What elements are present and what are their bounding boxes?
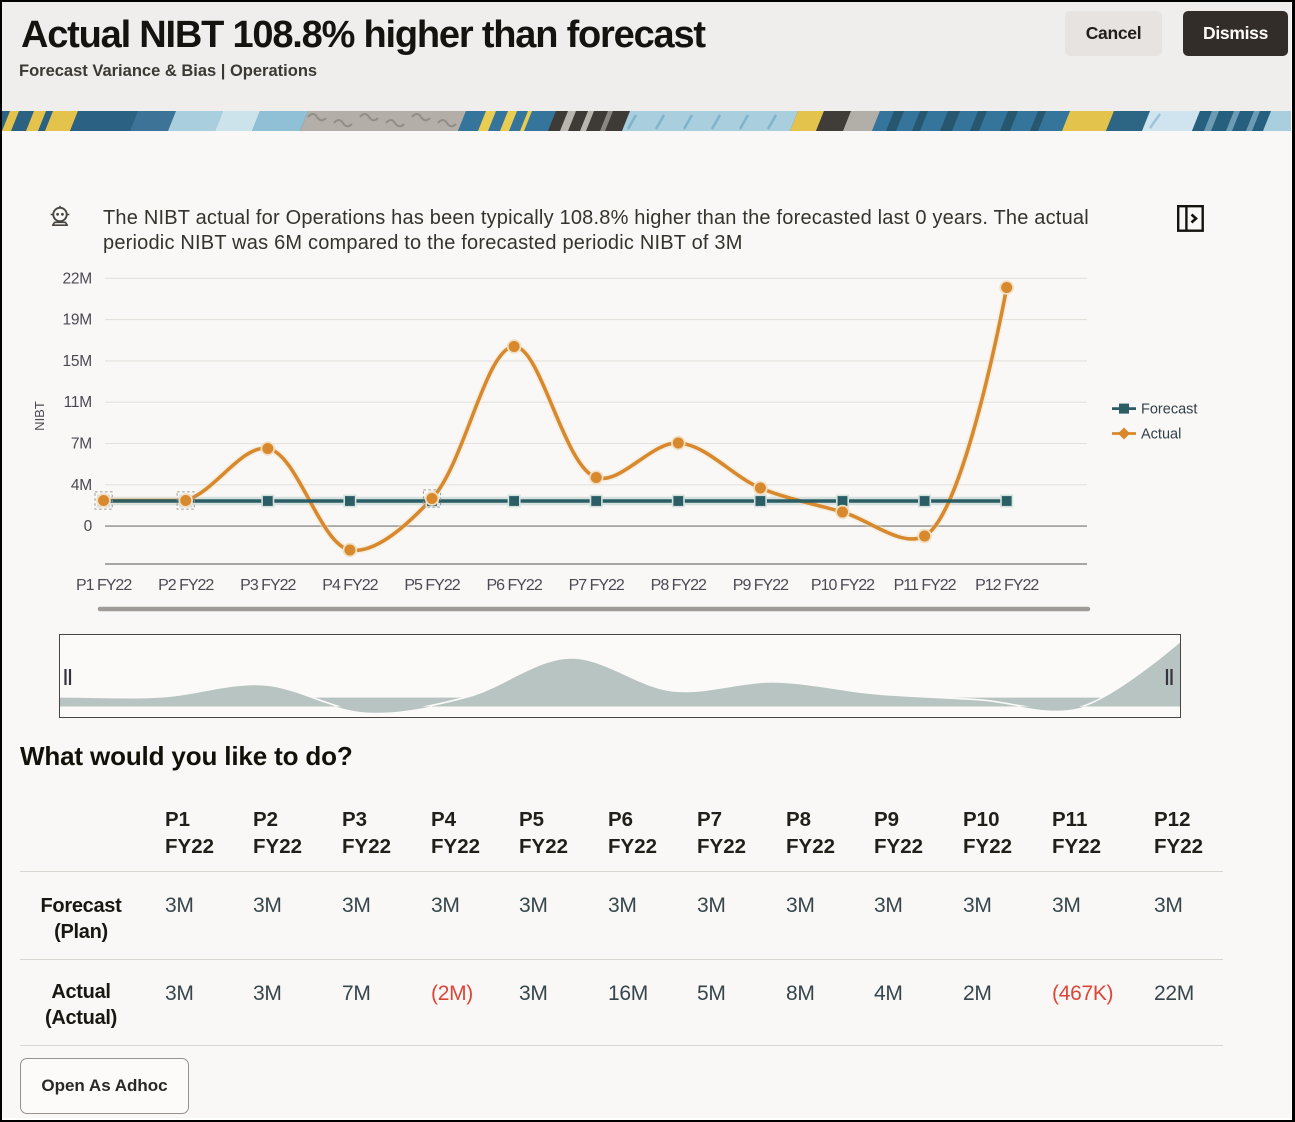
- svg-text:P9 FY22: P9 FY22: [733, 577, 789, 594]
- svg-text:11M: 11M: [64, 394, 92, 411]
- svg-text:P4 FY22: P4 FY22: [322, 577, 378, 594]
- svg-text:P5 FY22: P5 FY22: [404, 577, 460, 594]
- svg-text:P1 FY22: P1 FY22: [76, 577, 132, 594]
- svg-text:7M: 7M: [71, 436, 92, 453]
- svg-text:P12 FY22: P12 FY22: [975, 577, 1039, 594]
- svg-text:4M: 4M: [71, 477, 92, 494]
- svg-text:P11 FY22: P11 FY22: [894, 577, 957, 594]
- svg-text:P2 FY22: P2 FY22: [158, 577, 214, 594]
- svg-text:P8 FY22: P8 FY22: [651, 577, 707, 594]
- svg-text:22M: 22M: [62, 270, 92, 287]
- svg-text:P7 FY22: P7 FY22: [569, 577, 625, 594]
- svg-text:Actual: Actual: [1141, 427, 1181, 443]
- svg-text:P6 FY22: P6 FY22: [486, 577, 542, 594]
- svg-text:Forecast: Forecast: [1141, 402, 1197, 418]
- svg-text:P10 FY22: P10 FY22: [811, 577, 875, 594]
- svg-text:19M: 19M: [62, 312, 92, 329]
- svg-text:0: 0: [84, 518, 93, 535]
- svg-text:NIBT: NIBT: [32, 401, 47, 431]
- svg-text:15M: 15M: [62, 353, 92, 370]
- svg-text:P3 FY22: P3 FY22: [240, 577, 296, 594]
